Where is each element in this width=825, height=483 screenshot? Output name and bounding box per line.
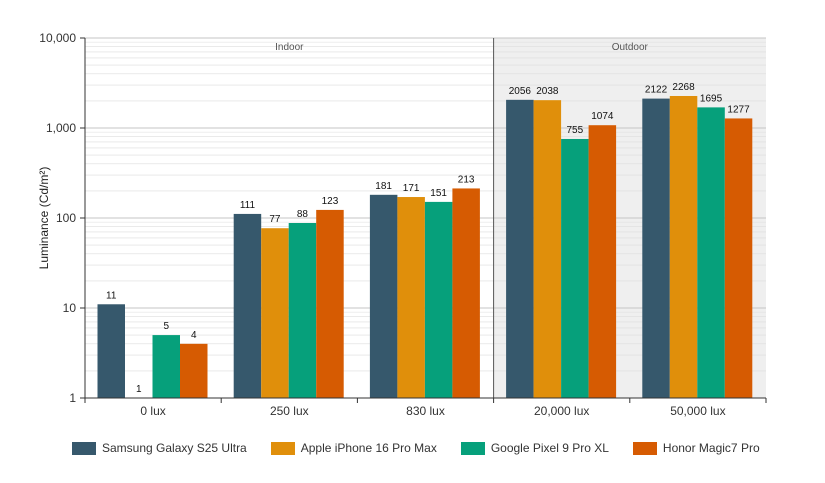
legend-item: Google Pixel 9 Pro XL [460, 441, 609, 455]
bar-value-label: 1 [136, 384, 142, 395]
bar [697, 107, 725, 398]
x-tick-label: 830 lux [406, 404, 445, 418]
chart-legend: Samsung Galaxy S25 Ultra Apple iPhone 16 … [72, 441, 784, 455]
bar [97, 304, 125, 398]
bar-value-label: 5 [163, 321, 169, 332]
bar-value-label: 1277 [727, 104, 750, 115]
bar-value-label: 111 [240, 200, 256, 211]
bar-value-label: 77 [269, 214, 281, 225]
y-axis-title: Luminance (Cd/m²) [37, 167, 51, 270]
bar-value-label: 181 [375, 181, 392, 192]
y-tick-label: 100 [56, 211, 76, 225]
legend-item: Honor Magic7 Pro [632, 441, 760, 455]
bar [261, 228, 289, 398]
bar [180, 343, 208, 398]
bar [724, 118, 753, 399]
legend-swatch [460, 441, 485, 455]
y-tick-label: 1 [69, 391, 76, 405]
bar-value-label: 88 [297, 209, 309, 220]
bar-value-label: 2038 [536, 86, 559, 97]
legend-swatch [72, 441, 96, 455]
bar [642, 98, 670, 398]
bar [397, 197, 425, 398]
x-tick-label: 0 lux [140, 404, 165, 418]
legend-label: Samsung Galaxy S25 Ultra [102, 441, 247, 455]
legend-item: Samsung Galaxy S25 Ultra [72, 441, 247, 455]
legend-swatch [632, 441, 657, 455]
x-tick-label: 20,000 lux [534, 404, 589, 418]
legend-label: Honor Magic7 Pro [662, 441, 760, 455]
y-tick-label: 1,000 [46, 121, 76, 135]
bar-value-label: 151 [430, 188, 447, 199]
legend-label: Google Pixel 9 Pro XL [490, 441, 609, 455]
region-label: Outdoor [612, 42, 649, 53]
bar [452, 188, 480, 398]
bar [369, 194, 398, 398]
bar [588, 125, 617, 398]
x-tick-label: 50,000 lux [670, 404, 725, 418]
bar [152, 335, 180, 398]
bar-value-label: 4 [191, 330, 197, 341]
bar [233, 213, 262, 398]
bar [533, 100, 562, 398]
region-label: Indoor [275, 42, 304, 53]
legend-label: Apple iPhone 16 Pro Max [300, 441, 437, 455]
bar-value-label: 1074 [591, 111, 614, 122]
bar-value-label: 2056 [509, 86, 532, 97]
legend-item: Apple iPhone 16 Pro Max [270, 441, 437, 455]
bar [506, 99, 534, 399]
bar-value-label: 213 [458, 174, 475, 185]
bar-value-label: 755 [567, 125, 584, 136]
y-tick-label: 10,000 [39, 31, 76, 45]
y-tick-label: 10 [63, 301, 77, 315]
legend-swatch [270, 441, 295, 455]
bar [424, 201, 453, 398]
bar [561, 138, 589, 398]
x-tick-label: 250 lux [270, 404, 309, 418]
bar-value-label: 2268 [672, 82, 695, 93]
bar [288, 222, 317, 398]
bar-value-label: 171 [403, 183, 420, 194]
bar [316, 209, 344, 398]
bar-value-label: 123 [322, 196, 339, 207]
bar-value-label: 1695 [700, 93, 723, 104]
bar-value-label: 2122 [645, 85, 668, 96]
bar [669, 95, 698, 398]
bar-value-label: 11 [106, 290, 117, 301]
